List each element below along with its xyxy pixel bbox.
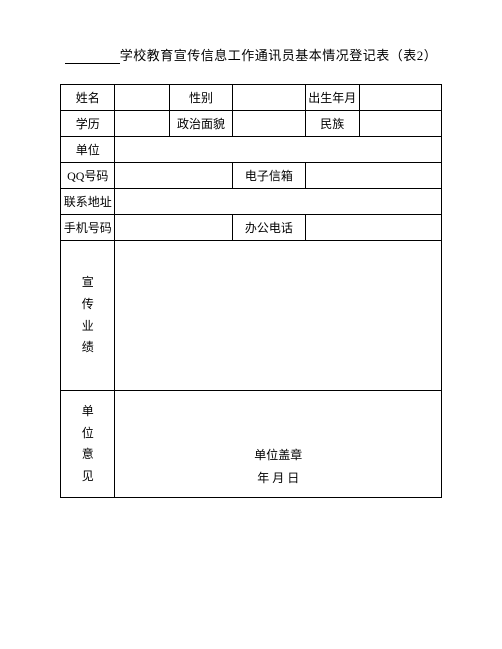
label-opinion: 单位意见 xyxy=(61,391,115,498)
value-education xyxy=(115,111,169,137)
label-mobile: 手机号码 xyxy=(61,215,115,241)
stamp-label: 单位盖章 xyxy=(115,444,441,467)
value-birth xyxy=(360,85,442,111)
value-achievements xyxy=(115,241,442,391)
form-title: 学校教育宣传信息工作通讯员基本情况登记表（表2） xyxy=(60,45,442,64)
value-gender xyxy=(233,85,305,111)
stamp-area: 单位盖章 年 月 日 xyxy=(115,391,442,498)
label-email: 电子信箱 xyxy=(233,163,305,189)
label-achievements: 宣传业绩 xyxy=(61,241,115,391)
label-name: 姓名 xyxy=(61,85,115,111)
title-text: 学校教育宣传信息工作通讯员基本情况登记表（表2） xyxy=(120,48,438,63)
label-opinion-text: 单位意见 xyxy=(61,401,114,487)
label-birth: 出生年月 xyxy=(305,85,359,111)
title-blank xyxy=(65,63,120,64)
label-education: 学历 xyxy=(61,111,115,137)
value-unit xyxy=(115,137,442,163)
value-mobile xyxy=(115,215,233,241)
value-email xyxy=(305,163,441,189)
value-political xyxy=(233,111,305,137)
value-address xyxy=(115,189,442,215)
value-office-phone xyxy=(305,215,441,241)
label-address: 联系地址 xyxy=(61,189,115,215)
label-unit: 单位 xyxy=(61,137,115,163)
label-political: 政治面貌 xyxy=(169,111,232,137)
label-qq: QQ号码 xyxy=(61,163,115,189)
form-table: 姓名 性别 出生年月 学历 政治面貌 民族 单位 QQ号码 电子信箱 xyxy=(60,84,442,498)
label-office-phone: 办公电话 xyxy=(233,215,305,241)
label-achievements-text: 宣传业绩 xyxy=(61,272,114,358)
value-qq xyxy=(115,163,233,189)
label-ethnicity: 民族 xyxy=(305,111,359,137)
value-ethnicity xyxy=(360,111,442,137)
label-gender: 性别 xyxy=(169,85,232,111)
value-name xyxy=(115,85,169,111)
date-label: 年 月 日 xyxy=(115,467,441,490)
